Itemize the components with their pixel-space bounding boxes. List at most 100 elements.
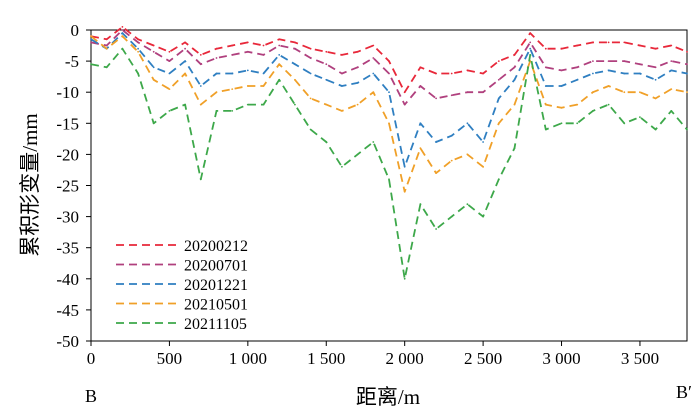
data-point — [623, 41, 626, 44]
data-point — [435, 97, 437, 100]
data-point — [246, 103, 249, 106]
data-point — [607, 69, 610, 72]
data-point — [184, 47, 187, 50]
data-point — [294, 78, 296, 81]
x-tick-label: 1 500 — [307, 349, 345, 368]
data-point — [325, 50, 328, 53]
data-point — [325, 141, 328, 143]
data-point — [419, 147, 422, 150]
data-point — [105, 38, 108, 41]
data-point — [419, 203, 422, 206]
data-point — [592, 110, 594, 112]
data-point — [466, 122, 469, 125]
y-tick-label: -40 — [56, 270, 79, 289]
data-point — [654, 66, 657, 69]
data-point — [513, 54, 516, 56]
y-tick-label: -50 — [56, 332, 79, 351]
data-point — [215, 72, 218, 75]
data-point — [388, 178, 390, 181]
data-point — [450, 159, 453, 162]
plot-border — [90, 29, 688, 342]
data-point — [560, 106, 563, 109]
data-point — [199, 178, 202, 181]
data-point — [341, 110, 343, 112]
data-point — [654, 97, 657, 100]
data-point — [607, 103, 610, 106]
data-point — [278, 38, 281, 41]
data-point — [482, 141, 484, 143]
data-point — [482, 165, 484, 168]
data-point — [419, 122, 422, 125]
data-point — [544, 128, 547, 131]
data-point — [576, 78, 579, 81]
data-point — [403, 103, 406, 106]
data-point — [497, 60, 500, 62]
section-start-label: B — [85, 386, 97, 406]
data-point — [325, 63, 328, 66]
data-point — [262, 44, 265, 47]
data-point — [184, 103, 187, 106]
data-point — [309, 57, 312, 59]
data-point — [639, 116, 641, 118]
data-point — [121, 26, 124, 28]
y-tick-label: -20 — [56, 145, 79, 164]
data-point — [246, 41, 249, 44]
data-point — [560, 47, 563, 50]
data-point — [246, 85, 249, 87]
series-line-20211105 — [90, 47, 688, 280]
data-point — [137, 72, 140, 75]
data-point — [372, 44, 375, 47]
data-point — [450, 72, 453, 75]
data-point — [231, 72, 234, 75]
legend: 20200212 20200701 20201221 20210501 20211105 — [116, 238, 248, 333]
y-axis-title: 累积形变量/mm — [18, 113, 42, 257]
data-point — [262, 54, 265, 56]
x-tick-label: 2 500 — [464, 349, 502, 368]
data-point — [686, 50, 688, 53]
data-point — [90, 35, 92, 38]
y-tick-label: 0 — [71, 21, 80, 40]
data-point — [168, 60, 171, 62]
data-point — [341, 85, 343, 87]
data-point — [137, 47, 140, 50]
data-point — [623, 60, 626, 62]
data-point — [513, 66, 516, 69]
data-point — [435, 72, 437, 75]
data-point — [639, 63, 641, 66]
data-point — [670, 69, 673, 72]
data-point — [576, 122, 579, 125]
data-point — [372, 91, 375, 94]
data-point — [435, 141, 437, 143]
data-point — [654, 78, 657, 81]
data-point — [231, 54, 234, 56]
series-20200701 — [90, 29, 688, 106]
data-point — [356, 82, 359, 84]
data-point — [294, 47, 296, 50]
data-point — [639, 44, 641, 47]
data-point — [544, 85, 547, 87]
data-point — [497, 122, 500, 125]
data-point — [309, 72, 312, 75]
data-point — [184, 72, 187, 75]
legend-label: 20200212 — [184, 238, 248, 255]
data-point — [105, 44, 108, 47]
data-point — [152, 44, 155, 47]
data-point — [576, 44, 579, 47]
data-point — [450, 134, 453, 137]
x-axis-title: 距离/m — [356, 385, 420, 409]
data-point — [341, 54, 343, 56]
data-point — [137, 50, 140, 53]
data-point — [199, 54, 202, 56]
data-point — [654, 47, 657, 50]
data-point — [215, 110, 218, 112]
data-point — [623, 72, 626, 75]
data-point — [607, 41, 610, 44]
legend-label: 20211105 — [184, 316, 247, 333]
data-point — [356, 50, 359, 53]
data-point — [215, 91, 218, 94]
data-point — [403, 165, 406, 168]
data-point — [231, 110, 234, 112]
data-point — [278, 63, 281, 66]
